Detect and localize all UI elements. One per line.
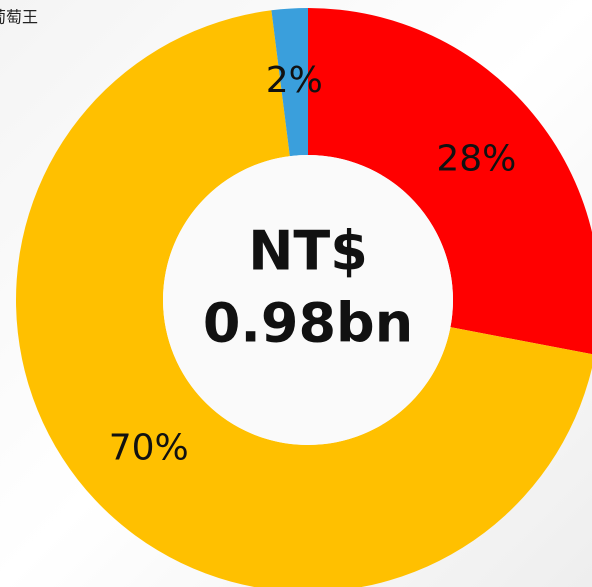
center-label: NT$ [248,220,368,283]
legend-label: 葡萄王 [0,8,38,27]
donut-hole [163,155,453,445]
donut-segment [271,8,308,157]
donut-segment [308,8,592,355]
center-label: 0.98bn [203,292,413,355]
value-label: 28% [436,139,516,180]
value-label: 70% [109,428,189,469]
value-label: 2% [266,60,323,101]
donut-segment [16,10,592,587]
